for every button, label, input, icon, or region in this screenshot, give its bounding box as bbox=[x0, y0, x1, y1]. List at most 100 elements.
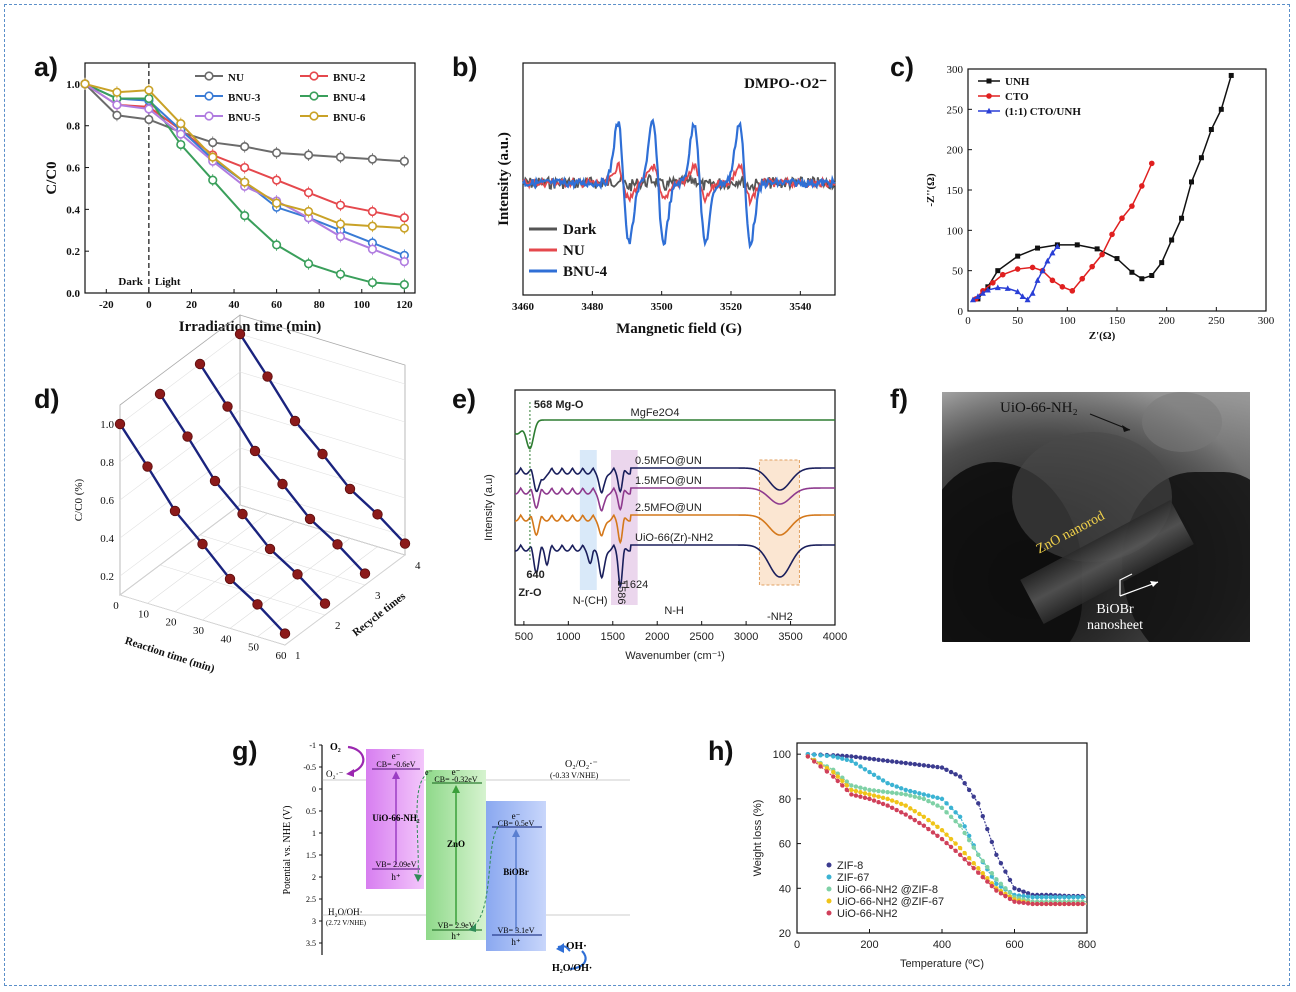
data-point bbox=[1003, 886, 1008, 891]
legend-marker bbox=[986, 107, 992, 114]
data-point bbox=[908, 788, 913, 794]
data-point bbox=[1053, 895, 1058, 900]
data-point bbox=[303, 188, 314, 198]
data-point bbox=[367, 154, 378, 164]
data-point bbox=[953, 841, 958, 846]
z-tick-label: 2 bbox=[335, 620, 341, 632]
legend-label: BNU-2 bbox=[333, 72, 366, 84]
tem-arrows bbox=[1089, 413, 1159, 597]
data-point bbox=[948, 769, 954, 775]
o2-label: O₂ bbox=[330, 742, 341, 753]
data-point bbox=[976, 870, 981, 875]
data-point bbox=[1021, 893, 1026, 899]
data-point bbox=[1019, 293, 1026, 299]
panel-label-f: f) bbox=[890, 384, 908, 414]
floor-grid bbox=[119, 594, 286, 646]
x-tick-label: 250 bbox=[1208, 315, 1225, 327]
data-point bbox=[944, 801, 949, 806]
data-point bbox=[939, 805, 945, 811]
legend-label: BNU-6 bbox=[333, 112, 366, 124]
legend-marker bbox=[826, 898, 832, 904]
data-point bbox=[880, 758, 886, 763]
data-point bbox=[1080, 901, 1085, 907]
data-point bbox=[944, 832, 949, 837]
data-point bbox=[926, 763, 931, 769]
x-tick-label: 10 bbox=[138, 608, 150, 620]
wall-grid bbox=[119, 371, 406, 463]
transfer-arrow-1 bbox=[416, 772, 429, 881]
band-y-tick-label: 1.5 bbox=[306, 851, 316, 860]
data-point bbox=[272, 240, 282, 250]
data-point bbox=[969, 296, 976, 303]
data-point bbox=[262, 371, 273, 382]
data-point bbox=[994, 877, 999, 882]
data-point bbox=[303, 150, 314, 160]
data-point bbox=[840, 756, 845, 761]
x-tick-label: 20 bbox=[166, 617, 178, 629]
data-point bbox=[1069, 288, 1076, 294]
data-point bbox=[824, 769, 830, 774]
data-point bbox=[812, 759, 817, 764]
y-tick-label: 0.6 bbox=[100, 495, 114, 507]
annotation-dark: Dark bbox=[118, 276, 143, 288]
tem-label-uio: UiO-66-NH₂ bbox=[1000, 400, 1078, 416]
legend-marker bbox=[826, 886, 832, 892]
data-point bbox=[844, 787, 850, 793]
data-point bbox=[209, 475, 221, 487]
floor-grid bbox=[147, 513, 268, 604]
data-point bbox=[971, 794, 976, 799]
band-nh2 bbox=[758, 459, 800, 586]
data-point bbox=[1021, 889, 1026, 894]
data-point bbox=[1007, 896, 1013, 902]
data-point bbox=[1021, 900, 1026, 906]
x-tick-label: 0 bbox=[965, 315, 971, 327]
y-tick-label: 200 bbox=[947, 145, 964, 157]
x-tick-label: 60 bbox=[276, 650, 288, 662]
legend-marker bbox=[309, 91, 319, 101]
x-tick-label: 300 bbox=[1258, 315, 1275, 327]
panel-label-e: e) bbox=[452, 384, 477, 414]
data-point bbox=[885, 789, 890, 795]
data-point bbox=[957, 814, 963, 819]
data-point bbox=[976, 865, 981, 871]
z-tick-label: 3 bbox=[375, 590, 381, 602]
data-point bbox=[862, 795, 868, 800]
y-tick-label: 20 bbox=[779, 928, 791, 940]
data-point bbox=[835, 774, 840, 779]
data-point bbox=[1129, 203, 1135, 209]
h2o-pair-label: H₂O/OH· bbox=[328, 907, 363, 917]
data-point bbox=[144, 114, 154, 125]
panel-label-b: b) bbox=[452, 52, 478, 82]
data-point bbox=[840, 778, 845, 784]
data-point bbox=[903, 787, 908, 793]
zno-hole: h⁺ bbox=[451, 931, 461, 941]
data-point bbox=[962, 781, 967, 786]
spectrum-3 bbox=[514, 513, 836, 545]
x-tick-label: 60 bbox=[271, 299, 283, 311]
data-point bbox=[208, 152, 218, 162]
data-point bbox=[867, 787, 872, 793]
y-axis-label: Intensity (a.u) bbox=[483, 474, 495, 541]
data-point bbox=[367, 206, 378, 217]
floor-grid bbox=[174, 521, 296, 612]
data-point bbox=[176, 119, 186, 129]
zno-cb: CB= -0.32eV bbox=[434, 775, 477, 784]
data-point bbox=[889, 759, 895, 764]
x-tick-label: 3500 bbox=[651, 301, 674, 313]
data-point bbox=[840, 783, 845, 788]
series-label: UiO-66(Zr)-NH2 bbox=[635, 532, 713, 544]
data-point bbox=[930, 830, 936, 835]
data-point bbox=[240, 177, 250, 187]
x-tick-label: 2000 bbox=[645, 631, 669, 643]
wall-grid bbox=[119, 485, 406, 577]
x-tick-label: 0 bbox=[113, 600, 119, 612]
x-tick-label: 3500 bbox=[778, 631, 802, 643]
panel-label-a: a) bbox=[34, 52, 59, 82]
data-point bbox=[994, 888, 999, 893]
data-point bbox=[862, 755, 868, 761]
data-point bbox=[835, 755, 840, 760]
data-point bbox=[935, 795, 940, 800]
data-point bbox=[1044, 257, 1051, 264]
data-point bbox=[989, 871, 995, 876]
data-point bbox=[176, 139, 186, 150]
